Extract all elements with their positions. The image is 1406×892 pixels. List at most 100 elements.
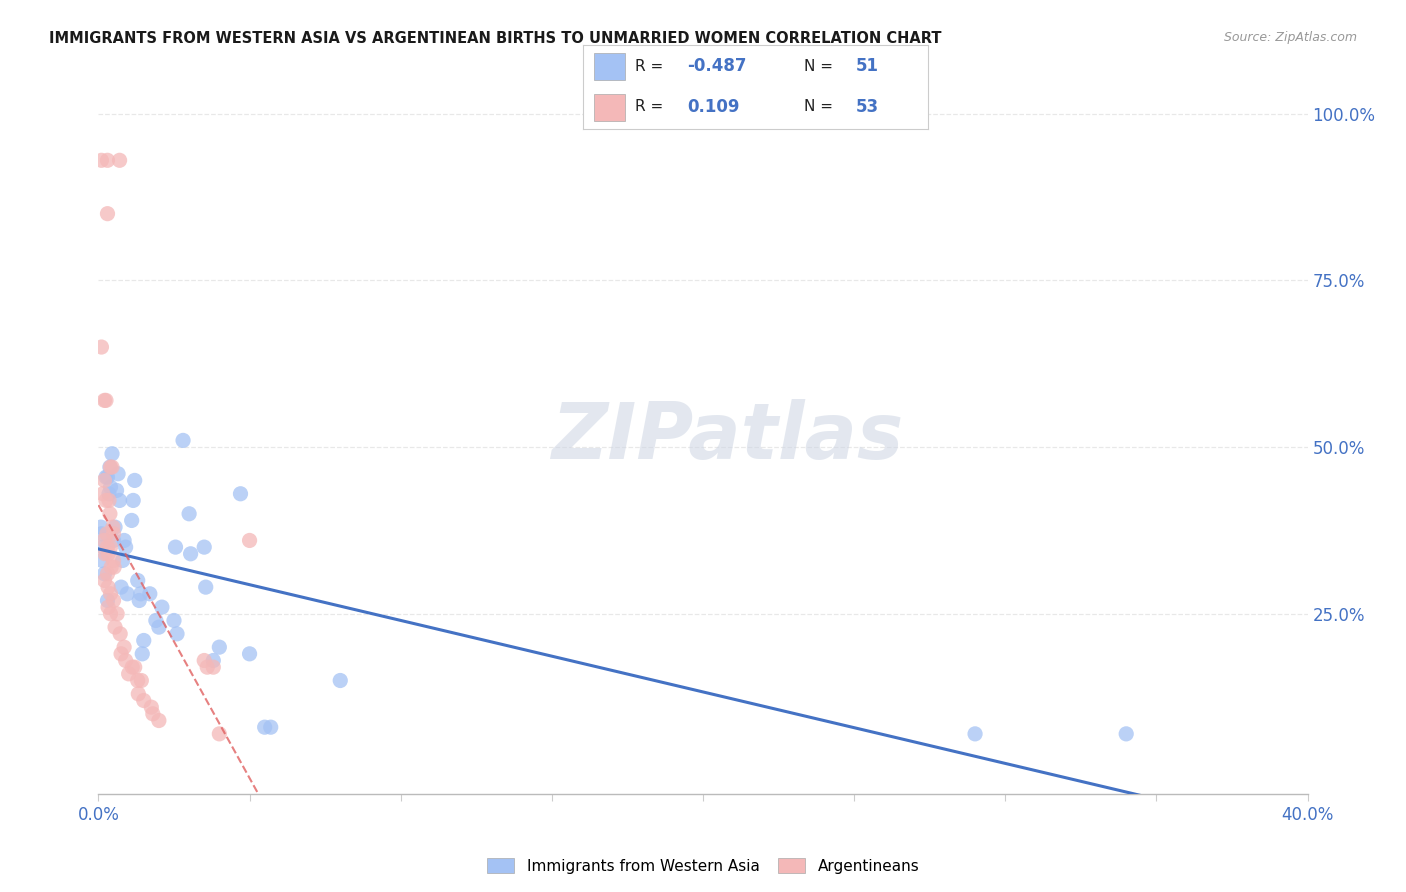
Text: R =: R = xyxy=(636,99,673,114)
Point xyxy=(165,540,187,554)
Point xyxy=(96,470,118,484)
Point xyxy=(202,653,225,667)
Point xyxy=(97,580,120,594)
Point xyxy=(108,627,131,641)
Point xyxy=(94,470,117,484)
Point xyxy=(100,607,122,621)
Point xyxy=(122,493,145,508)
Point xyxy=(100,560,122,574)
Point xyxy=(194,580,217,594)
Point xyxy=(139,587,162,601)
Point xyxy=(114,653,136,667)
Point xyxy=(96,153,118,168)
Point xyxy=(202,660,225,674)
Point xyxy=(90,526,112,541)
Point xyxy=(260,720,283,734)
Point xyxy=(101,460,124,475)
Point xyxy=(208,727,231,741)
Point xyxy=(131,673,153,688)
Point xyxy=(96,207,118,221)
Point xyxy=(208,640,231,655)
Point xyxy=(121,660,143,674)
Point xyxy=(93,393,115,408)
Point xyxy=(93,574,115,588)
Point xyxy=(239,647,262,661)
Point xyxy=(100,480,122,494)
Point xyxy=(105,483,128,498)
Point xyxy=(172,434,194,448)
Point xyxy=(112,640,135,655)
Point xyxy=(97,547,120,561)
Point xyxy=(93,474,115,488)
Point xyxy=(253,720,276,734)
Point xyxy=(96,540,118,554)
Point xyxy=(100,540,122,554)
Point xyxy=(127,673,149,688)
Point xyxy=(98,487,121,501)
Point xyxy=(91,553,114,567)
Point xyxy=(193,653,215,667)
Text: R =: R = xyxy=(636,59,668,74)
Point xyxy=(195,660,218,674)
Point xyxy=(111,553,134,567)
Legend: Immigrants from Western Asia, Argentineans: Immigrants from Western Asia, Argentinea… xyxy=(481,852,925,880)
Point xyxy=(112,533,135,548)
Point xyxy=(98,507,121,521)
Text: 0.109: 0.109 xyxy=(688,98,740,116)
Point xyxy=(129,587,152,601)
Point xyxy=(131,647,153,661)
Point xyxy=(127,687,149,701)
Point xyxy=(148,620,170,634)
Point xyxy=(94,547,117,561)
Point xyxy=(103,593,125,607)
Point xyxy=(118,666,141,681)
Point xyxy=(1115,727,1137,741)
Point xyxy=(93,566,115,581)
Point xyxy=(90,340,112,354)
Point xyxy=(142,706,165,721)
Point xyxy=(94,493,117,508)
Bar xyxy=(593,54,624,80)
Point xyxy=(114,540,136,554)
Bar xyxy=(593,94,624,120)
Point xyxy=(104,520,127,534)
Point xyxy=(229,487,252,501)
Point xyxy=(94,393,117,408)
Point xyxy=(98,493,121,508)
Point xyxy=(179,507,201,521)
Point xyxy=(105,607,128,621)
Point xyxy=(163,614,186,628)
Text: N =: N = xyxy=(804,99,838,114)
Text: -0.487: -0.487 xyxy=(688,57,747,75)
Text: 53: 53 xyxy=(856,98,879,116)
Point xyxy=(108,153,131,168)
Text: 51: 51 xyxy=(856,57,879,75)
Point xyxy=(239,533,262,548)
Point xyxy=(90,520,112,534)
Point xyxy=(166,627,188,641)
Point xyxy=(103,560,125,574)
Point xyxy=(107,467,129,481)
Point xyxy=(97,600,120,615)
Text: Source: ZipAtlas.com: Source: ZipAtlas.com xyxy=(1223,31,1357,45)
Point xyxy=(96,593,118,607)
Point xyxy=(91,487,114,501)
Point xyxy=(121,513,143,527)
Point xyxy=(132,633,155,648)
Point xyxy=(103,533,125,548)
Point xyxy=(96,566,118,581)
Point xyxy=(150,600,173,615)
Point xyxy=(100,587,122,601)
Point xyxy=(148,714,170,728)
Point xyxy=(96,526,118,541)
Point xyxy=(101,520,124,534)
Point xyxy=(965,727,987,741)
Point xyxy=(124,474,146,488)
Point xyxy=(108,493,131,508)
Point xyxy=(90,153,112,168)
Point xyxy=(115,587,138,601)
Point xyxy=(128,593,150,607)
Point xyxy=(180,547,202,561)
Point xyxy=(104,620,127,634)
Point xyxy=(110,580,132,594)
